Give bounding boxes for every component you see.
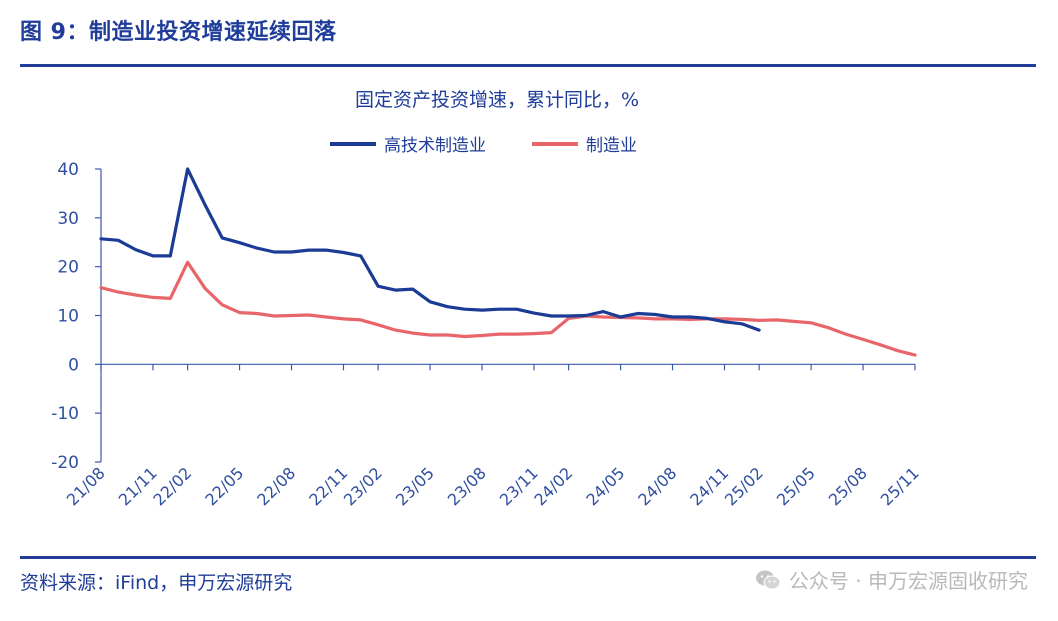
y-tick-label: 0: [68, 355, 79, 375]
y-tick-label: 10: [57, 307, 79, 327]
watermark-text: 公众号 · 申万宏源固收研究: [788, 569, 1028, 593]
legend-label-high-tech: 高技术制造业: [384, 136, 486, 156]
x-tick-label: 23/08: [444, 463, 490, 509]
series-layer: [99, 167, 917, 357]
x-tick-label: 22/05: [201, 463, 247, 509]
x-tick-label: 21/11: [115, 463, 161, 509]
x-tick-label: 23/11: [496, 463, 542, 509]
x-tick-label: 24/11: [686, 463, 732, 509]
x-tick-label: 24/08: [634, 463, 680, 509]
x-tick-label: 22/08: [253, 463, 299, 509]
y-tick-label: 40: [57, 160, 79, 180]
x-tick-label: 23/05: [392, 463, 438, 509]
x-tick-label: 25/02: [721, 463, 767, 509]
legend-label-manufacturing: 制造业: [586, 136, 637, 156]
y-tick-label: 20: [57, 258, 79, 278]
x-tick-label: 24/05: [582, 463, 628, 509]
bottom-rule: [20, 556, 1036, 559]
source-note: 资料来源：iFind，申万宏源研究: [20, 572, 293, 594]
figure-title: 图 9：制造业投资增速延续回落: [20, 20, 337, 45]
series-line-high-tech: [99, 167, 761, 332]
line-chart: 固定资产投资增速，累计同比，% 高技术制造业 制造业 -20 -10 0 10 20 30…: [51, 89, 923, 509]
chart-title: 固定资产投资增速，累计同比，%: [355, 89, 639, 111]
y-tick-label: -10: [51, 404, 79, 424]
x-tick-label: 25/11: [877, 463, 923, 509]
y-tick-label: 30: [57, 209, 79, 229]
x-tick-label: 25/08: [825, 463, 871, 509]
x-tick-label: 23/02: [340, 463, 386, 509]
x-tick-label: 24/02: [530, 463, 576, 509]
top-rule: [20, 64, 1036, 67]
x-tick-label: 25/05: [773, 463, 819, 509]
x-tick-label: 22/02: [149, 463, 195, 509]
wechat-icon: [755, 570, 781, 589]
series-line-manufacturing: [99, 260, 917, 357]
legend: 高技术制造业 制造业: [330, 136, 637, 156]
y-tick-label: -20: [51, 453, 79, 473]
watermark: 公众号 · 申万宏源固收研究: [755, 565, 1028, 594]
x-tick-label: 22/11: [305, 463, 351, 509]
